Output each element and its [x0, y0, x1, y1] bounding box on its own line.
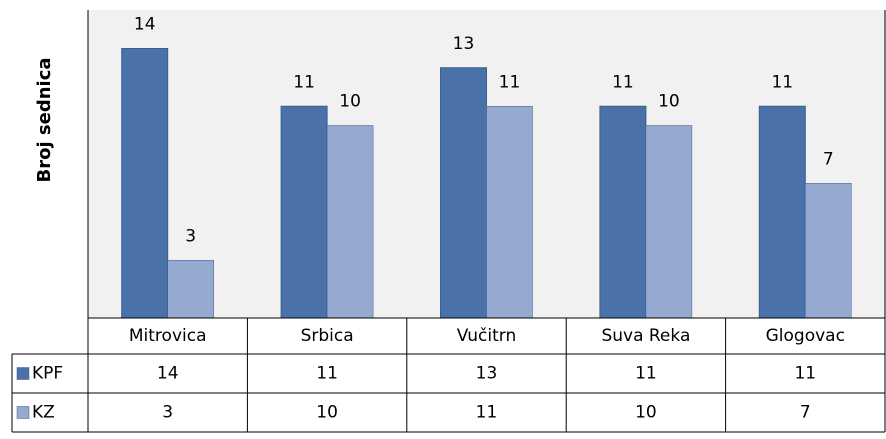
- data-label: 7: [823, 149, 834, 169]
- table-value: 11: [794, 364, 816, 384]
- legend-label: KPF: [32, 364, 63, 384]
- bar: [758, 105, 806, 319]
- table-value: 14: [157, 364, 179, 384]
- data-label: 11: [293, 72, 315, 92]
- x-tick-label: Suva Reka: [601, 326, 690, 346]
- table-value: 11: [476, 403, 498, 423]
- x-tick-label: Vučitrn: [457, 326, 516, 346]
- legend-label: KZ: [32, 403, 55, 423]
- data-label: 13: [453, 34, 475, 54]
- table-value: 3: [162, 403, 173, 423]
- bar: [645, 125, 693, 319]
- data-label: 10: [339, 92, 361, 112]
- table-value: 13: [476, 364, 498, 384]
- legend-swatch: [16, 367, 30, 380]
- bar: [805, 183, 852, 319]
- bar: [326, 125, 374, 319]
- data-label: 3: [185, 226, 196, 246]
- data-label: 11: [612, 72, 634, 92]
- bar: [440, 67, 487, 319]
- x-tick-label: Mitrovica: [129, 326, 207, 346]
- data-label: 11: [771, 72, 793, 92]
- data-label: 10: [658, 92, 680, 112]
- table-value: 11: [635, 364, 657, 384]
- data-label: 11: [499, 72, 521, 92]
- table-value: 7: [800, 403, 811, 423]
- bar: [486, 106, 533, 319]
- data-label: 14: [134, 15, 156, 35]
- legend-swatch: [16, 406, 30, 419]
- table-value: 10: [635, 403, 657, 423]
- x-tick-label: Srbica: [301, 326, 354, 346]
- y-axis-label: Broj sednica: [34, 57, 55, 182]
- table-value: 11: [316, 364, 338, 384]
- bar: [121, 48, 169, 319]
- bar: [167, 260, 214, 319]
- bar: [599, 105, 647, 319]
- bar: [280, 105, 328, 319]
- table-value: 10: [316, 403, 338, 423]
- x-tick-label: Glogovac: [766, 326, 845, 346]
